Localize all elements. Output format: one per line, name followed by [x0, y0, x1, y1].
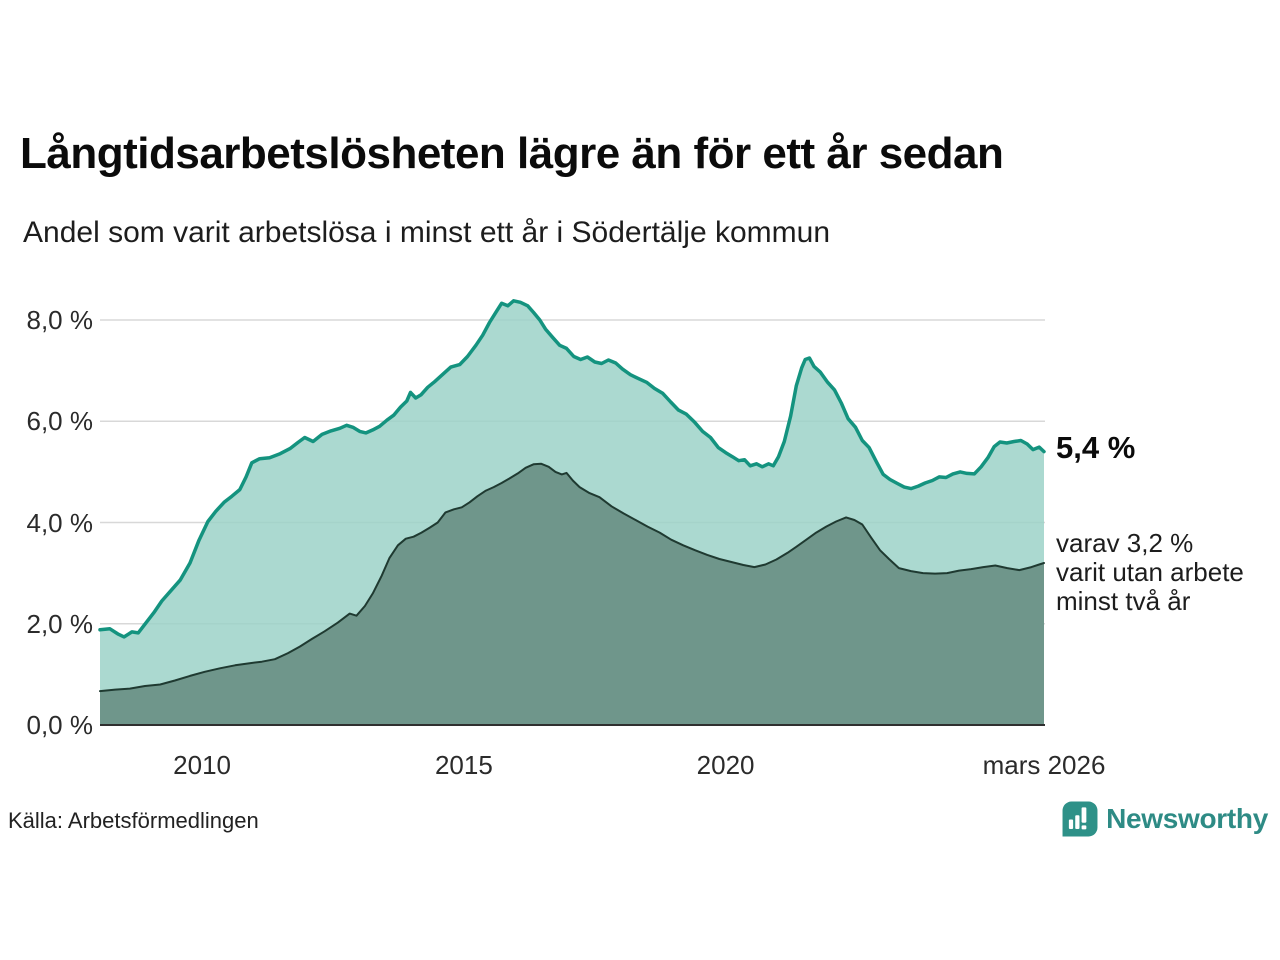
newsworthy-wordmark: Newsworthy — [1106, 803, 1268, 834]
newsworthy-pin-barchart-icon — [1062, 801, 1098, 837]
series-line-two-years — [99, 462, 1045, 693]
x-tick-label: mars 2026 — [982, 750, 1106, 780]
source-label: Källa: Arbetsförmedlingen — [8, 808, 259, 833]
area-fill-two-years — [100, 463, 1044, 725]
x-tick-label: 2010 — [173, 750, 232, 780]
y-tick-label: 8,0 % — [26, 305, 94, 335]
newsworthy-logo: Newsworthy — [1062, 801, 1268, 837]
y-tick-label: 0,0 % — [26, 710, 94, 740]
secondary-annotation: varav 3,2 % varit utan arbete minst två … — [1056, 528, 1244, 617]
x-tick-label: 2020 — [696, 750, 755, 780]
series-line-one-year — [98, 299, 1046, 639]
x-tick-label: 2015 — [434, 750, 493, 780]
y-tick-label: 2,0 % — [26, 608, 94, 639]
y-tick-label: 4,0 % — [26, 507, 94, 538]
latest-value-annotation: 5,4 % — [1056, 430, 1136, 465]
page-subtitle: Andel som varit arbetslösa i minst ett å… — [23, 216, 830, 249]
y-tick-label: 6,0 % — [26, 406, 94, 437]
page-title: Långtidsarbetslösheten lägre än för ett … — [20, 129, 1004, 178]
area-fill-one-year — [100, 300, 1044, 725]
